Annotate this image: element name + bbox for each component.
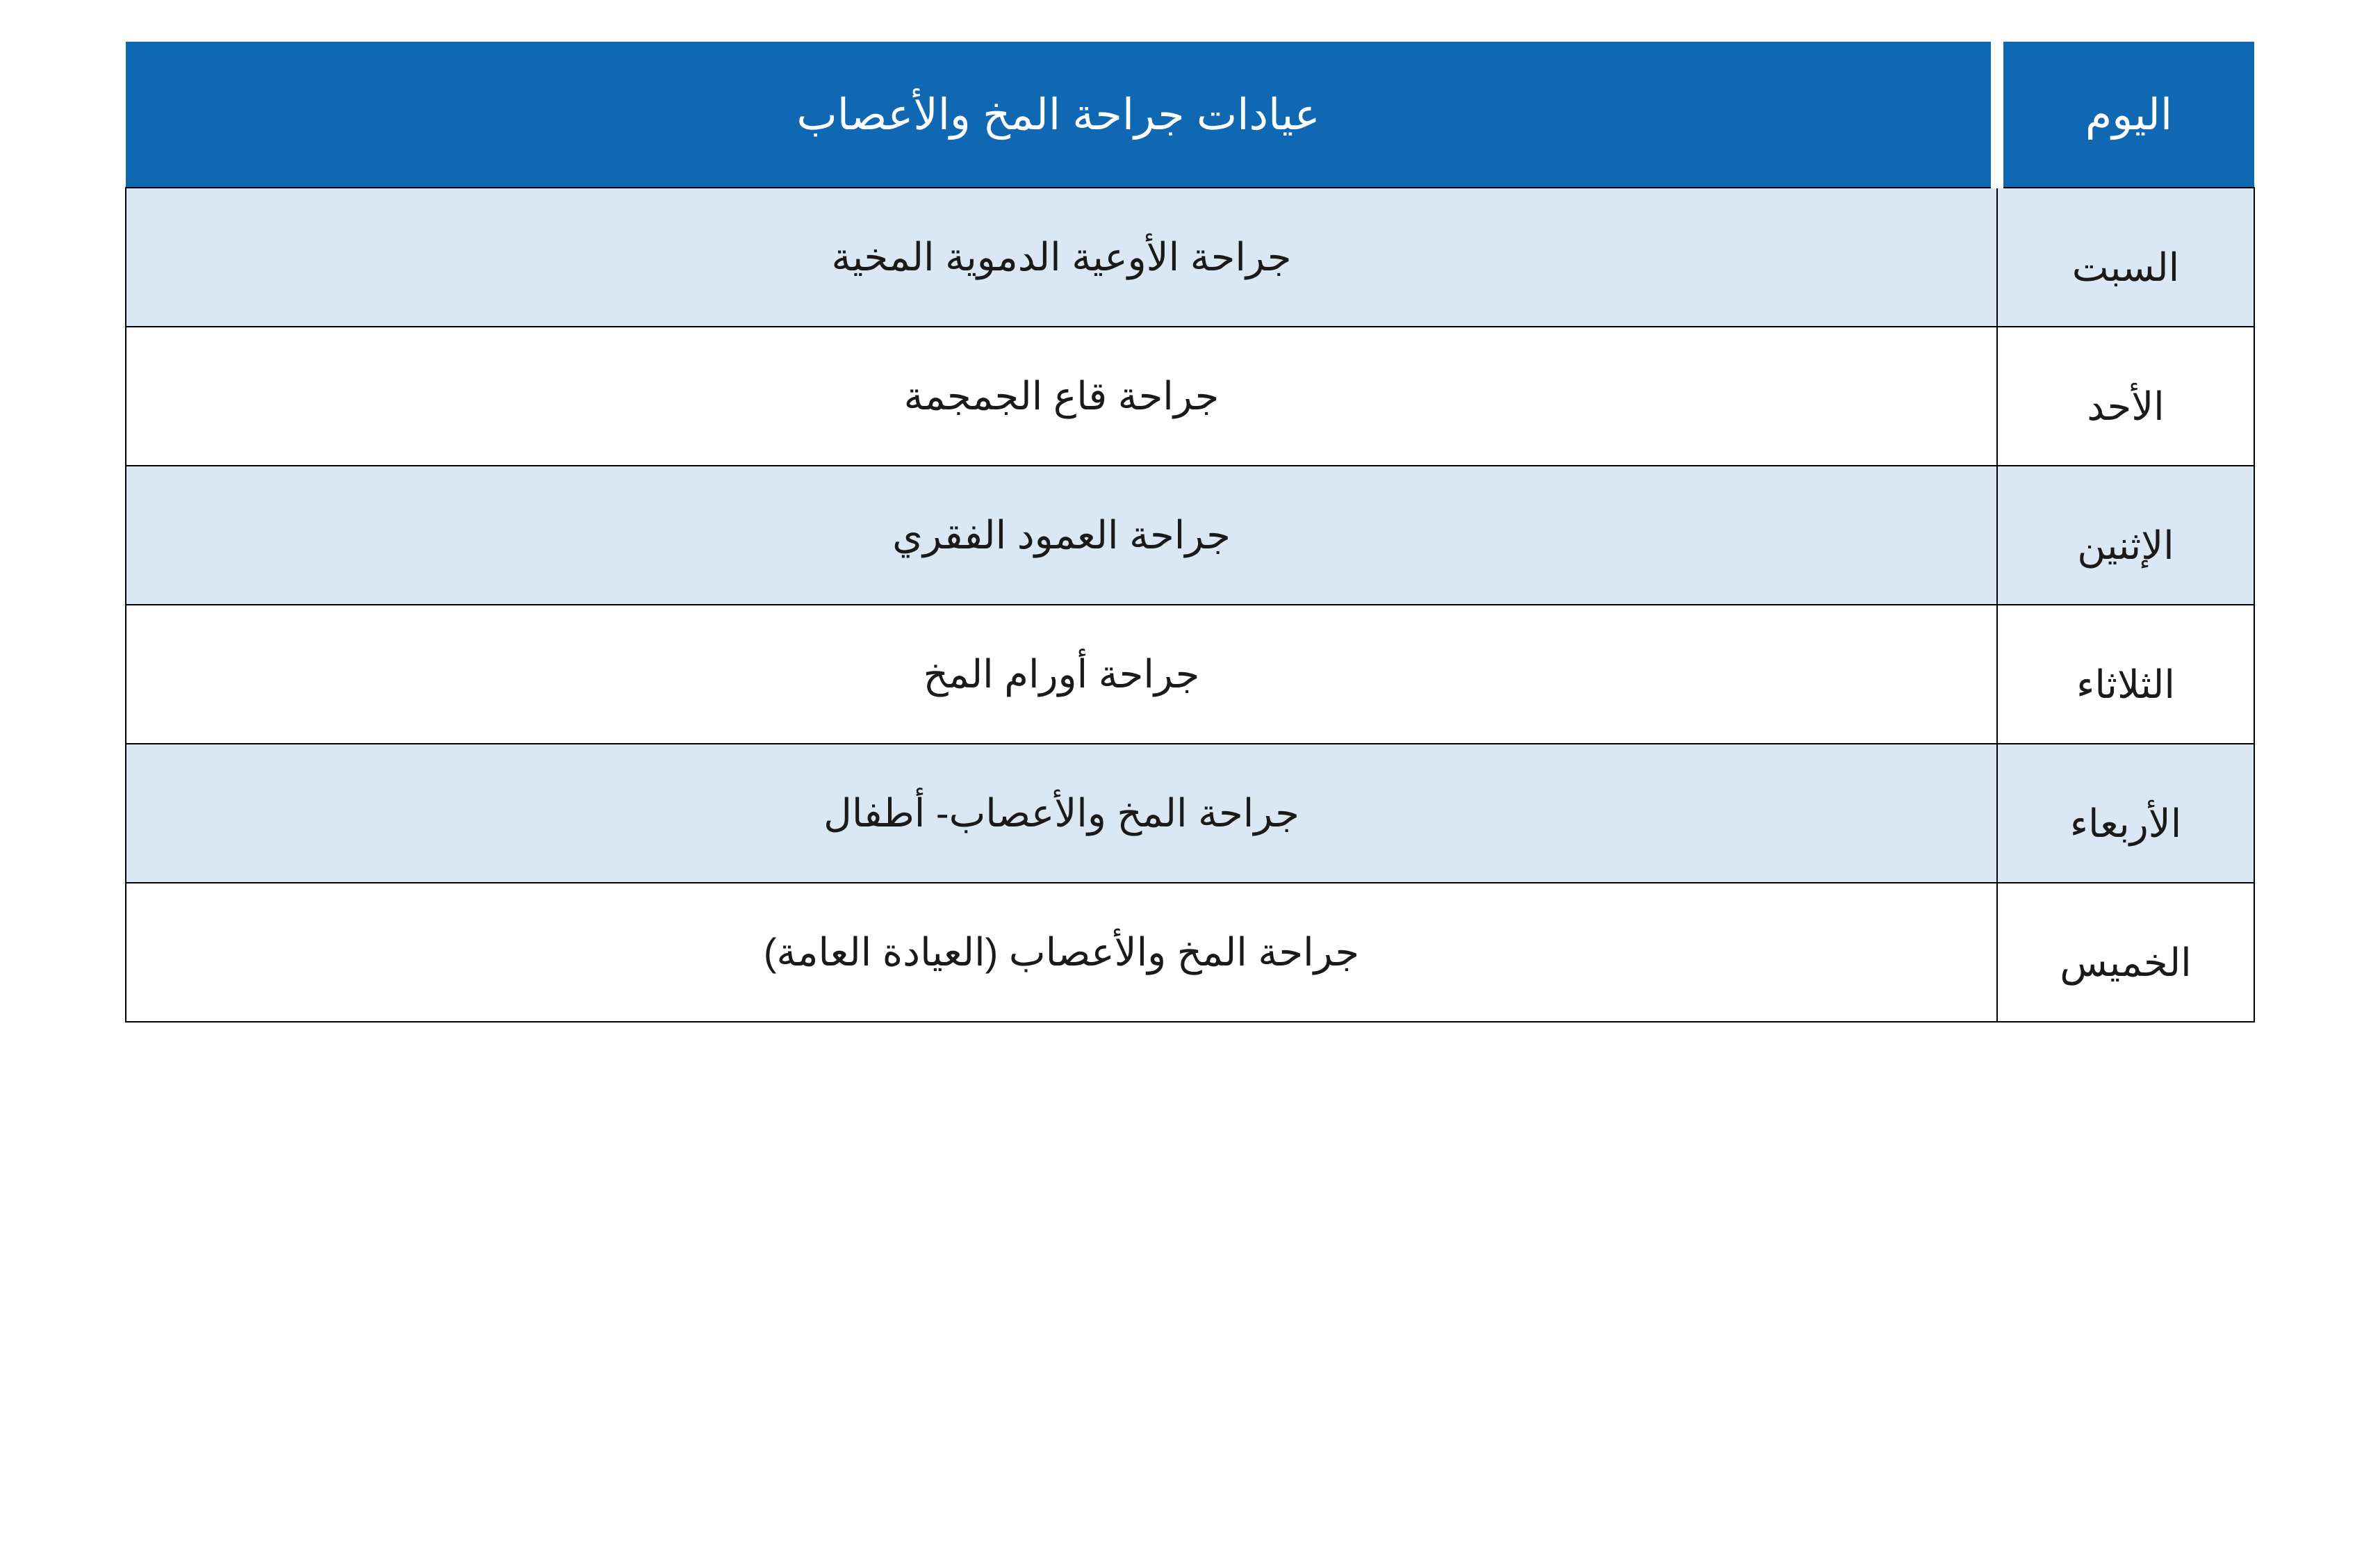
day-cell: الثلاثاء — [1997, 605, 2254, 744]
day-cell: الأربعاء — [1997, 744, 2254, 883]
table-row: الخميس جراحة المخ والأعصاب (العيادة العا… — [126, 883, 2254, 1022]
day-cell: السبت — [1997, 188, 2254, 327]
table-row: الثلاثاء جراحة أورام المخ — [126, 605, 2254, 744]
clinic-cell: جراحة المخ والأعصاب (العيادة العامة) — [126, 883, 1997, 1022]
table-row: السبت جراحة الأوعية الدموية المخية — [126, 188, 2254, 327]
table-row: الأربعاء جراحة المخ والأعصاب- أطفال — [126, 744, 2254, 883]
table-row: الإثنين جراحة العمود الفقري — [126, 466, 2254, 605]
column-header-clinic: عيادات جراحة المخ والأعصاب — [126, 42, 1997, 188]
table-header-row: اليوم عيادات جراحة المخ والأعصاب — [126, 42, 2254, 188]
clinic-cell: جراحة قاع الجمجمة — [126, 327, 1997, 466]
day-cell: الإثنين — [1997, 466, 2254, 605]
clinic-cell: جراحة المخ والأعصاب- أطفال — [126, 744, 1997, 883]
day-cell: الأحد — [1997, 327, 2254, 466]
table-row: الأحد جراحة قاع الجمجمة — [126, 327, 2254, 466]
day-cell: الخميس — [1997, 883, 2254, 1022]
page: اليوم عيادات جراحة المخ والأعصاب السبت ج… — [0, 0, 2380, 1564]
column-header-day: اليوم — [1997, 42, 2254, 188]
schedule-table: اليوم عيادات جراحة المخ والأعصاب السبت ج… — [125, 42, 2255, 1023]
clinic-cell: جراحة الأوعية الدموية المخية — [126, 188, 1997, 327]
clinic-cell: جراحة العمود الفقري — [126, 466, 1997, 605]
clinic-cell: جراحة أورام المخ — [126, 605, 1997, 744]
